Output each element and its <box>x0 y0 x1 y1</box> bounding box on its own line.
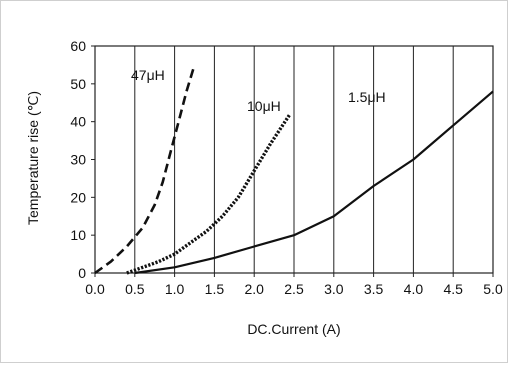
y-tick-label-0: 0 <box>78 265 86 281</box>
y-tick-label-5: 50 <box>70 76 86 92</box>
y-tick-label-4: 40 <box>70 114 86 130</box>
y-tick-label-3: 30 <box>70 152 86 168</box>
y-tick-label-1: 10 <box>70 227 86 243</box>
x-tick-label-0: 0.0 <box>85 281 105 297</box>
x-tick-label-10: 5.0 <box>483 281 503 297</box>
axes <box>91 45 494 277</box>
y-axis-label: Temperature rise (℃) <box>25 91 41 225</box>
x-tick-label-8: 4.0 <box>404 281 424 297</box>
series-label-10uh: 10μH <box>247 98 281 114</box>
x-tick-label-6: 3.0 <box>324 281 344 297</box>
x-tick-label-4: 2.0 <box>244 281 264 297</box>
series-label-47uh: 47μH <box>131 67 165 83</box>
series-label-1-5uh: 1.5μH <box>348 89 386 105</box>
series-line-2 <box>134 90 494 275</box>
x-tick-label-3: 1.5 <box>205 281 225 297</box>
y-tick-label-2: 20 <box>70 189 86 205</box>
x-tick-label-1: 0.5 <box>125 281 145 297</box>
x-tick-label-7: 3.5 <box>364 281 384 297</box>
x-tick-label-5: 2.5 <box>284 281 304 297</box>
series-lines <box>94 64 494 275</box>
series-line-1 <box>126 113 292 275</box>
x-axis-label: DC.Current (A) <box>247 321 340 337</box>
x-tick-label-9: 4.5 <box>443 281 463 297</box>
tick-labels: 0 10 20 30 40 50 60 0.0 0.5 1.0 1.5 2.0 2.5 3.0 3.5 4.0… <box>70 38 503 297</box>
y-tick-label-6: 60 <box>70 38 86 54</box>
x-tick-label-2: 1.0 <box>165 281 185 297</box>
series-line-0 <box>94 64 196 275</box>
